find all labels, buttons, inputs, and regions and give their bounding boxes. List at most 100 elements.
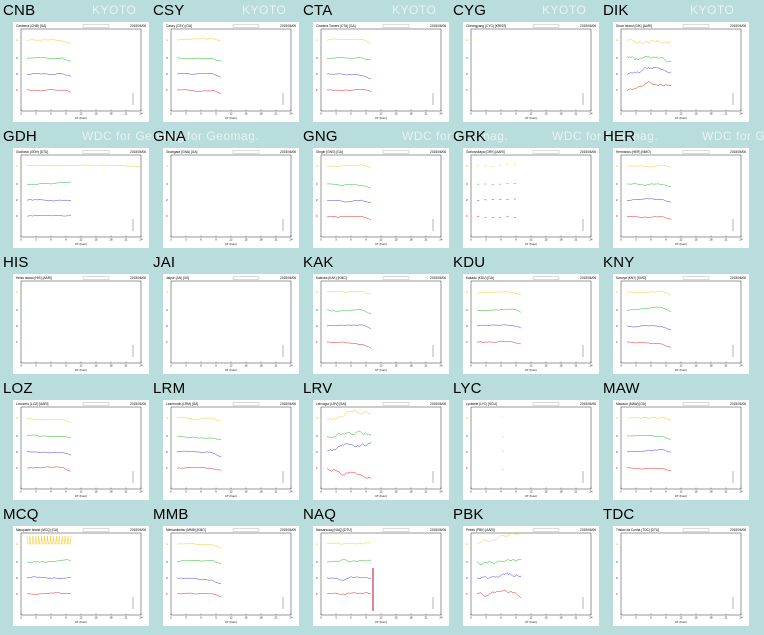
magnetogram-plot[interactable]: Lycksele (LYC) [SGU] 2015/06/06 0 3 6 9 12 15 18… (463, 400, 599, 500)
trace-f (326, 88, 372, 93)
magnetogram-plot[interactable]: Canberra (CNB) [GA] 2015/06/06 0 3 6 9 12 15 18 2… (13, 22, 149, 122)
station-cell[interactable]: GRK WDC for Geomag. Gorkovskaya (GRK) [AAR… (452, 126, 658, 252)
magnetogram-plot[interactable]: Leirvogur (LRV) [SAI] 2015/06/06 0 3 6 9 12 15 1… (313, 400, 449, 500)
tick-label: 6 (200, 112, 202, 116)
tick-label: 21 (125, 238, 128, 242)
station-cell[interactable]: CTA KYOTO Charters Towers (CTA) [GA] 2015/0… (302, 0, 452, 126)
station-code: TDC (603, 506, 635, 523)
tick-label: 6 (500, 364, 502, 368)
magnetogram-plot[interactable]: Heiss Island (HIS) [AARI] 2015/06/06 0 3 6 9 1… (13, 274, 149, 374)
tick-label: 9 (65, 490, 67, 494)
x-axis-label: UT (hour) (525, 620, 537, 624)
station-cell[interactable]: CSY KYOTO Casey (CSY) [GA] 2015/06/06 0 3 6 9 12… (152, 0, 302, 126)
component-label: H (466, 38, 468, 42)
component-label: Z (316, 576, 318, 580)
tick-label: 6 (50, 490, 52, 494)
tick-label: 21 (575, 490, 578, 494)
tick-label: 15 (695, 364, 698, 368)
plot-frame (170, 532, 292, 616)
magnetogram-plot[interactable]: Gorkovskaya (GRK) [AARI] 2015/06/06 0 3 6 9 12… (463, 148, 599, 248)
plot-title: Casey (CSY) [GA] (166, 24, 192, 28)
component-label: D (166, 308, 169, 312)
station-cell[interactable]: LRM Learmonth (LRM) [GA] 2015/06/06 0 3 6 9 12 1… (152, 378, 302, 504)
x-axis-label: UT (hour) (525, 368, 537, 372)
trace-h (626, 291, 672, 296)
station-cell[interactable]: KAK Kakioka (KAK) [KMO] 2015/06/06 0 3 6 9 12 15… (302, 252, 452, 378)
magnetogram-plot[interactable]: Memambetsu (MMB) [KMO] 2015/06/06 0 3 6 9 12 15… (163, 526, 299, 626)
plot-frame (620, 28, 742, 112)
station-cell[interactable]: LOZ Lovozero (LOZ) [AARI] 2015/06/06 0 3 6 9 12… (2, 378, 152, 504)
magnetogram-plot[interactable]: Dixon Island (DIK) [AARI] 2015/06/06 0 3 6 9 1… (613, 22, 749, 122)
component-label: Z (316, 198, 318, 202)
station-cell[interactable]: GDH WDC for Geomag. Godhavn (GDH) [DTU] 201… (2, 126, 188, 252)
magnetogram-plot[interactable]: Jaipur (JAI) [IIG] 2015/06/06 0 3 6 9 12 15 18 21… (163, 274, 299, 374)
tick-label: 3 (335, 112, 337, 116)
component-label: D (316, 56, 319, 60)
station-code: NAQ (303, 506, 337, 523)
tick-label: 3 (335, 616, 337, 620)
station-cell[interactable]: LRV Leirvogur (LRV) [SAI] 2015/06/06 0 3 6 9 12… (302, 378, 452, 504)
trace-z (176, 450, 222, 458)
station-code: LYC (453, 380, 482, 397)
magnetogram-plot[interactable]: Learmonth (LRM) [GA] 2015/06/06 0 3 6 9 12 15 18… (163, 400, 299, 500)
station-cell[interactable]: MCQ Macquarie Island (MCQ) [GA] 2015/06/06… (2, 504, 152, 630)
magnetogram-plot[interactable]: Mawson (MAW) [GA] 2015/06/06 0 3 6 9 12 15 18 21 2… (613, 400, 749, 500)
station-cell[interactable]: HER WDC for Geomag. Hermanus (HER) [NMO] 20… (602, 126, 764, 252)
station-cell[interactable]: MMB Memambetsu (MMB) [KMO] 2015/06/06 0 3 6 9 1… (152, 504, 302, 630)
magnetogram-plot[interactable]: Tristan da Cunha (TDC) [DTU] 2015/06/06 0 3… (613, 526, 749, 626)
magnetogram-plot[interactable]: Pebek (PBK) [AARI] 2015/06/06 0 3 6 9 12 15 18 21… (463, 526, 599, 626)
component-label: D (616, 560, 619, 564)
component-label: D (316, 434, 319, 438)
station-cell[interactable]: CYG KYOTO Cheongyang (CYG) [KRISS] 2015/06/… (452, 0, 602, 126)
magnetogram-plot[interactable]: Hermanus (HER) [NMO] 2015/06/06 0 3 6 9 12 15 18… (613, 148, 749, 248)
tick-label: 0 (320, 364, 322, 368)
tick-label: 15 (545, 238, 548, 242)
tick-label: 24 (140, 490, 143, 494)
station-cell[interactable]: LYC Lycksele (LYC) [SGU] 2015/06/06 0 3 6 9 12 1… (452, 378, 602, 504)
station-cell[interactable]: CNB KYOTO Canberra (CNB) [GA] 2015/06/06 0 3 6… (2, 0, 152, 126)
legend-box (232, 150, 260, 154)
legend-box (82, 402, 110, 406)
trace-h (176, 542, 222, 549)
magnetogram-plot[interactable]: Macquarie Island (MCQ) [GA] 2015/06/06 0 3 6… (13, 526, 149, 626)
plot-title: Kanoya (KNY) [KMO] (616, 276, 646, 280)
station-cell[interactable]: DIK KYOTO Dixon Island (DIK) [AARI] 2015/06… (602, 0, 752, 126)
station-cell[interactable]: KNY Kanoya (KNY) [KMO] 2015/06/06 0 3 6 9 12 15 1… (602, 252, 752, 378)
tick-label: 24 (590, 616, 593, 620)
station-cell[interactable]: MAW Mawson (MAW) [GA] 2015/06/06 0 3 6 9 12 15 18… (602, 378, 752, 504)
magnetogram-plot[interactable]: Kakioka (KAK) [KMO] 2015/06/06 0 3 6 9 12 15 18 2… (313, 274, 449, 374)
plot-title: Canberra (CNB) [GA] (16, 24, 46, 28)
magnetogram-plot[interactable]: Gingin (GNG) [GA] 2015/06/06 0 3 6 9 12 15 18 21 2… (313, 148, 449, 248)
tick-label: 18 (110, 490, 113, 494)
tick-label: 18 (110, 238, 113, 242)
plot-frame (170, 28, 292, 112)
station-cell[interactable]: TDC Tristan da Cunha (TDC) [DTU] 2015/06/0… (602, 504, 752, 630)
tick-label: 12 (380, 490, 383, 494)
magnetogram-plot[interactable]: Cheongyang (CYG) [KRISS] 2015/06/06 0 3 6 9 12… (463, 22, 599, 122)
magnetogram-plot[interactable]: Lovozero (LOZ) [AARI] 2015/06/06 0 3 6 9 12 15 1… (13, 400, 149, 500)
magnetogram-plot[interactable]: Kanoya (KNY) [KMO] 2015/06/06 0 3 6 9 12 15 18 21… (613, 274, 749, 374)
trace-d (476, 308, 522, 313)
station-cell[interactable]: HIS Heiss Island (HIS) [AARI] 2015/06/06 0 3… (2, 252, 152, 378)
component-label: F (16, 214, 18, 218)
tick-label: 6 (50, 616, 52, 620)
plot-date: 2015/06/06 (730, 276, 746, 280)
station-cell[interactable]: GNA for Geomag. Gnangara (GNA) [GA] 2015/06… (152, 126, 302, 252)
tick-label: 6 (200, 238, 202, 242)
magnetogram-plot[interactable]: Casey (CSY) [GA] 2015/06/06 0 3 6 9 12 15 18 21 24… (163, 22, 299, 122)
tick-label: 24 (740, 112, 743, 116)
station-cell[interactable]: PBK Pebek (PBK) [AARI] 2015/06/06 0 3 6 9 12 15 1… (452, 504, 602, 630)
tick-label: 15 (695, 112, 698, 116)
station-cell[interactable]: JAI Jaipur (JAI) [IIG] 2015/06/06 0 3 6 9 12 15 1… (152, 252, 302, 378)
magnetogram-plot[interactable]: Godhavn (GDH) [DTU] 2015/06/06 0 3 6 9 12 15 18 2… (13, 148, 149, 248)
station-cell[interactable]: KDU Kakadu (KDU) [GA] 2015/06/06 0 3 6 9 12 15 18… (452, 252, 602, 378)
station-cell[interactable]: NAQ Narsarsuaq (NAQ) [DTU] 2015/06/06 0 3 6 9 1… (302, 504, 452, 630)
magnetogram-plot[interactable]: Charters Towers (CTA) [GA] 2015/06/06 0 3 6 9… (313, 22, 449, 122)
tick-label: 24 (740, 616, 743, 620)
component-label: Z (166, 576, 168, 580)
station-cell[interactable]: GNG WDC for Geomag. Gingin (GNG) [GA] 2015/… (302, 126, 508, 252)
tick-label: 21 (425, 112, 428, 116)
magnetogram-plot[interactable]: Gnangara (GNA) [GA] 2015/06/06 0 3 6 9 12 15 18 2… (163, 148, 299, 248)
magnetogram-plot[interactable]: Narsarsuaq (NAQ) [DTU] 2015/06/06 0 3 6 9 12 15… (313, 526, 449, 626)
magnetogram-plot[interactable]: Kakadu (KDU) [GA] 2015/06/06 0 3 6 9 12 15 18 21 2… (463, 274, 599, 374)
